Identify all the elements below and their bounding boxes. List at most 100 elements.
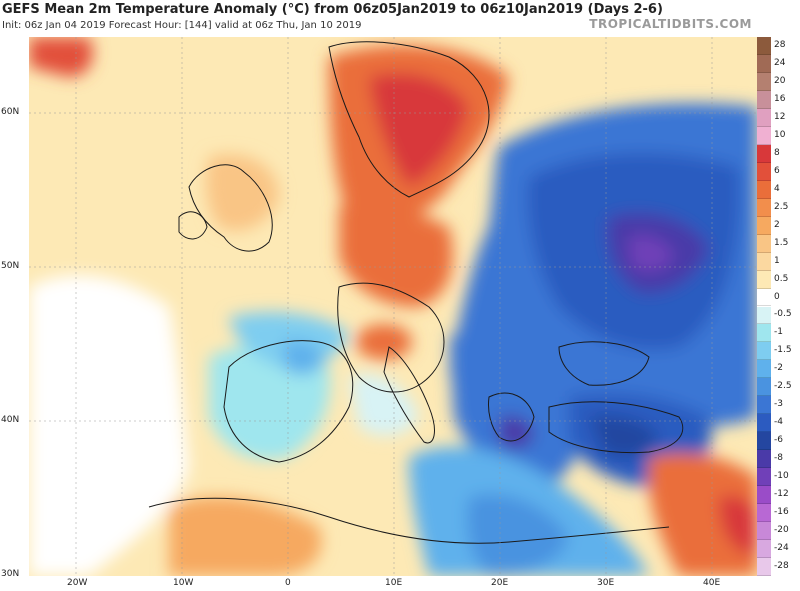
colorbar-level: -12 [757,486,800,505]
north-africa-coast [148,497,670,544]
colorbar-swatch [757,450,771,469]
colorbar-level: 1.5 [757,234,800,253]
colorbar-level: -24 [757,540,800,559]
colorbar-swatch [757,54,771,73]
brand-watermark: TROPICALTIDBITS.COM [589,17,752,31]
iberia-outline [223,340,354,463]
colorbar-label: -2.5 [774,381,792,392]
black-sea-outline [558,341,650,386]
colorbar-level: 2 [757,216,800,235]
graticule [29,37,757,576]
colorbar-level: 2.5 [757,198,800,217]
scandinavia-outline [328,41,490,198]
colorbar-swatch [757,126,771,145]
colorbar-label: 0.5 [774,273,789,284]
colorbar-swatch [757,72,771,91]
colorbar-label: -0.5 [774,309,792,320]
lon-label-20w: 20W [67,578,88,588]
anomaly-field [29,37,757,576]
coastlines [148,41,684,544]
ireland-outline [178,211,208,240]
map-canvas [29,37,757,576]
lon-label-20e: 20E [491,578,509,588]
colorbar-label: 16 [774,93,786,104]
colorbar-level: 12 [757,108,800,127]
colorbar-swatch [757,504,771,523]
turkey-outline [548,401,684,454]
colorbar-label: -10 [774,471,789,482]
colorbar-label: 12 [774,111,786,122]
colorbar-level: 24 [757,54,800,73]
colorbar-swatch [757,144,771,163]
colorbar-swatch [757,270,771,289]
map-title: GEFS Mean 2m Temperature Anomaly (°C) fr… [2,2,663,17]
colorbar-swatch [757,216,771,235]
colorbar-swatch [757,558,771,576]
colorbar-label: 28 [774,39,786,50]
colorbar-label: -4 [774,417,783,428]
colorbar-swatch [757,90,771,109]
colorbar-label: 2.5 [774,201,789,212]
colorbar-level: 16 [757,90,800,109]
colorbar-level: 4 [757,180,800,199]
lat-label-30n: 30N [1,569,20,579]
italy-outline [383,346,435,444]
colorbar-label: -28 [774,561,789,571]
colorbar-legend: 28 24 20 16 12 10 8 6 4 2.5 2 1.5 1 0.5 0 -0.5 -1 -1.5 -2 -… [757,37,800,576]
colorbar-level: 0.5 [757,270,800,289]
colorbar-level: 8 [757,144,800,163]
colorbar-level: -2 [757,360,800,379]
colorbar-level: -20 [757,522,800,541]
colorbar-level: -6 [757,432,800,451]
lon-label-10e: 10E [385,578,403,588]
colorbar-swatch [757,342,771,361]
colorbar-label: -12 [774,489,789,500]
colorbar-swatch [757,108,771,127]
lon-label-0: 0 [285,578,291,588]
lat-label-50n: 50N [1,261,20,271]
colorbar-swatch [757,180,771,199]
colorbar-level: 20 [757,72,800,91]
colorbar-label: -24 [774,543,789,554]
colorbar-label: 4 [774,183,780,194]
colorbar-level: -28 [757,558,800,576]
colorbar-label: 0 [774,291,780,302]
colorbar-level: -16 [757,504,800,523]
colorbar-swatch [757,324,771,343]
colorbar-swatch [757,288,771,307]
colorbar-label: -20 [774,525,789,536]
colorbar-swatch [757,234,771,253]
colorbar-label: 24 [774,57,786,68]
colorbar-swatch [757,522,771,541]
colorbar-label: 20 [774,75,786,86]
colorbar-swatch [757,432,771,451]
greece-outline [488,392,535,442]
colorbar-label: 10 [774,129,786,140]
colorbar-label: -1 [774,327,783,338]
header: GEFS Mean 2m Temperature Anomaly (°C) fr… [0,0,800,36]
colorbar-level: 1 [757,252,800,271]
colorbar-label: -2 [774,363,783,374]
colorbar-label: 2 [774,219,780,230]
lon-label-30e: 30E [597,578,615,588]
colorbar-swatch [757,486,771,505]
lat-label-40n: 40N [1,415,20,425]
colorbar-level: 10 [757,126,800,145]
france-outline [337,282,445,393]
colorbar-level: -1 [757,324,800,343]
great-britain-outline [188,164,273,252]
colorbar-label: 8 [774,147,780,158]
colorbar-swatch [757,540,771,559]
colorbar-level: -0.5 [757,306,800,325]
colorbar-level: -2.5 [757,378,800,397]
colorbar-level: -1.5 [757,342,800,361]
colorbar-swatch [757,360,771,379]
colorbar-swatch [757,306,771,325]
colorbar-level: -8 [757,450,800,469]
colorbar-swatch [757,468,771,487]
colorbar-level: 6 [757,162,800,181]
colorbar-swatch [757,252,771,271]
colorbar-swatch [757,378,771,397]
temperature-anomaly-map [29,37,757,576]
colorbar-swatch [757,37,771,55]
